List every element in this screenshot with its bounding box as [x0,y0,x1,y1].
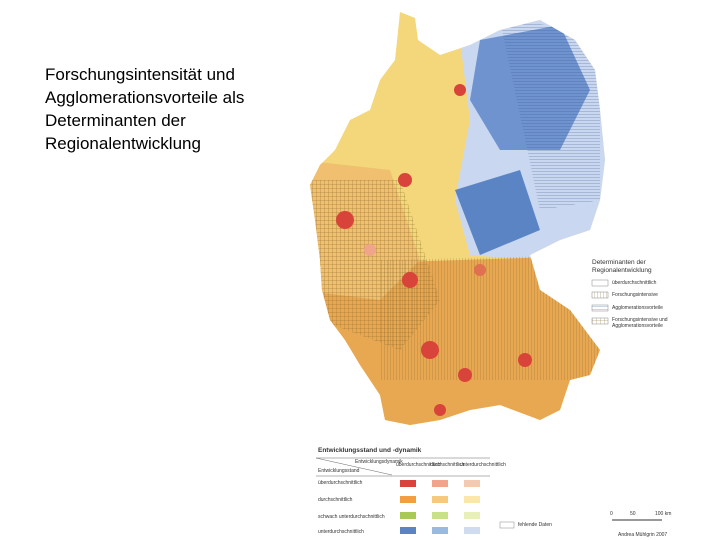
legend-item: Agglomerationsvorteile [612,323,663,329]
row-label: durchschnittlich [318,497,353,503]
map-legend: Determinanten der Regionalentwicklung üb… [591,259,668,329]
title-line: Regionalentwicklung [45,134,201,153]
swatch [464,512,480,519]
scale-label: 100 km [655,511,671,517]
swatch [432,480,448,487]
spot [454,84,466,96]
column-header: durchschnittlich [430,462,465,468]
legend-title: Regionalentwicklung [592,267,652,274]
row-label: unterdurchschnittlich [318,529,364,535]
scale-label: 0 [610,511,613,517]
swatch [432,512,448,519]
spot [458,368,472,382]
legend-item: Agglomerationsvorteile [612,305,663,311]
spot [421,341,439,359]
rule [315,457,393,476]
credit: Andrea Mühlgrin 2007 [618,532,667,538]
table-legend: Entwicklungsstand und -dynamik Entwicklu… [315,447,552,535]
spot [398,173,412,187]
swatch [400,512,416,519]
spot [434,404,446,416]
legend-item: Forschungsintensive [612,292,658,298]
table-heading: Entwicklungsstand und -dynamik [318,447,422,454]
legend-item: überdurchschnittlich [612,280,657,286]
region-blue [455,170,540,255]
map [310,12,605,425]
spot [336,211,354,229]
corner-left: Entwicklungsstand [318,468,360,474]
legend-swatch [591,317,609,325]
swatch [464,496,480,503]
legend-item: Forschungsintensive und [612,317,668,323]
hatch [500,20,600,210]
missing-label: fehlende Daten [518,522,552,528]
swatch [464,480,480,487]
column-header: überdurchschnittlich [396,462,441,468]
swatch [400,496,416,503]
swatch [400,527,416,534]
spot [518,353,532,367]
slide-title: Forschungsintensität und Agglomerationsv… [45,63,244,155]
swatch [464,527,480,534]
spot [402,272,418,288]
swatch [400,480,416,487]
swatch [432,527,448,534]
column-header: unterdurchschnittlich [460,462,506,468]
row-label: überdurchschnittlich [318,480,363,486]
title-line: Agglomerationsvorteile als [45,88,245,107]
title-line: Determinanten der [45,111,186,130]
legend-swatch [591,304,609,312]
legend-title: Determinanten der [592,259,647,266]
swatch [432,496,448,503]
legend-swatch [591,291,609,299]
spot [474,264,486,276]
corner-top: Entwicklungsdynamik [355,459,403,465]
scale-label: 50 [630,511,636,517]
scale-bar: 0 50 100 km Andrea Mühlgrin 2007 [610,511,671,538]
legend-swatch [591,279,609,287]
row-label: schwach unterdurchschnittlich [318,514,385,520]
swatch [499,521,515,529]
spot [364,244,376,256]
title-line: Forschungsintensität und [45,65,235,84]
